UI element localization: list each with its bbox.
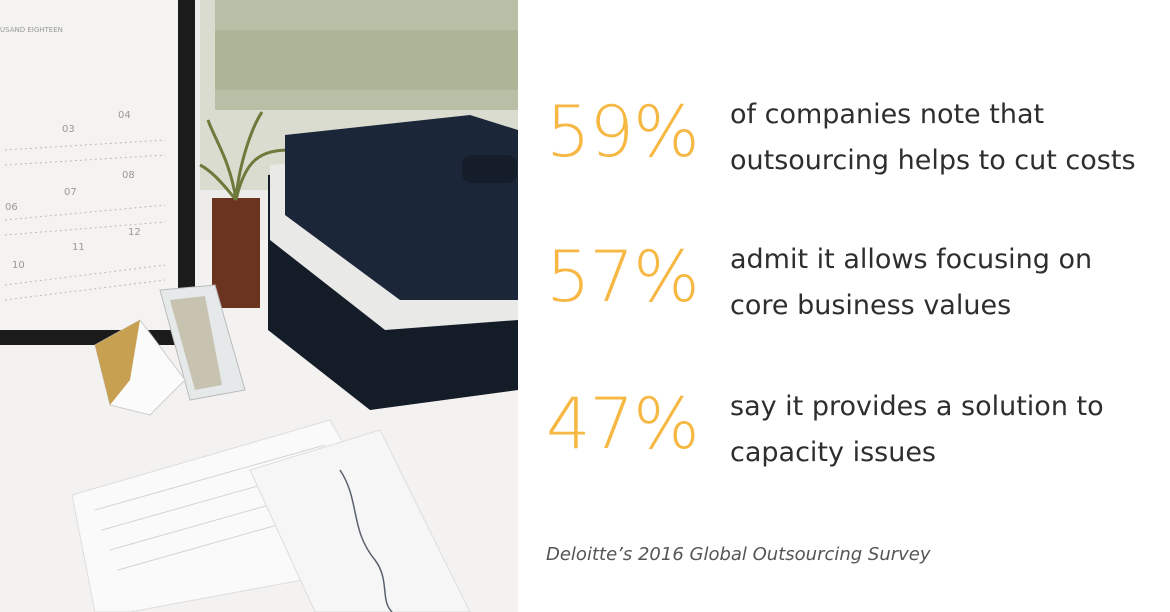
- desk-photo: 03 04 07 08 06 11 12 10 USAND EIGHTEEN: [0, 0, 518, 612]
- stat: 59% of companies note that outsourcing h…: [546, 92, 1166, 212]
- stat-description: admit it allows focusing on core busines…: [730, 237, 1092, 329]
- text-line: say it provides a solution to: [730, 391, 1104, 422]
- source: Deloitte’s 2016 Global Outsourcing Surve…: [546, 544, 931, 565]
- svg-text:11: 11: [72, 242, 85, 253]
- stat: 57% admit it allows focusing on core bus…: [546, 237, 1166, 357]
- stat-description: of companies note that outsourcing helps…: [730, 92, 1136, 184]
- svg-text:06: 06: [5, 202, 18, 213]
- svg-text:07: 07: [64, 187, 77, 198]
- stat-value: 47%: [546, 383, 700, 465]
- text-line: core business values: [730, 290, 1012, 321]
- stat-description: say it provides a solution to capacity i…: [730, 384, 1104, 476]
- svg-text:08: 08: [122, 170, 135, 181]
- svg-text:03: 03: [62, 124, 75, 135]
- text-line: outsourcing helps to cut costs: [730, 145, 1136, 176]
- text-line: admit it allows focusing on: [730, 244, 1093, 275]
- stat-value: 57%: [546, 236, 700, 318]
- text-line: of companies note that: [730, 99, 1045, 130]
- svg-text:10: 10: [12, 260, 25, 271]
- svg-text:USAND EIGHTEEN: USAND EIGHTEEN: [0, 26, 63, 34]
- svg-text:12: 12: [128, 227, 141, 238]
- svg-text:04: 04: [118, 110, 131, 121]
- stat: 47% say it provides a solution to capaci…: [546, 384, 1166, 504]
- stat-value: 59%: [546, 91, 700, 173]
- text-line: capacity issues: [730, 437, 936, 468]
